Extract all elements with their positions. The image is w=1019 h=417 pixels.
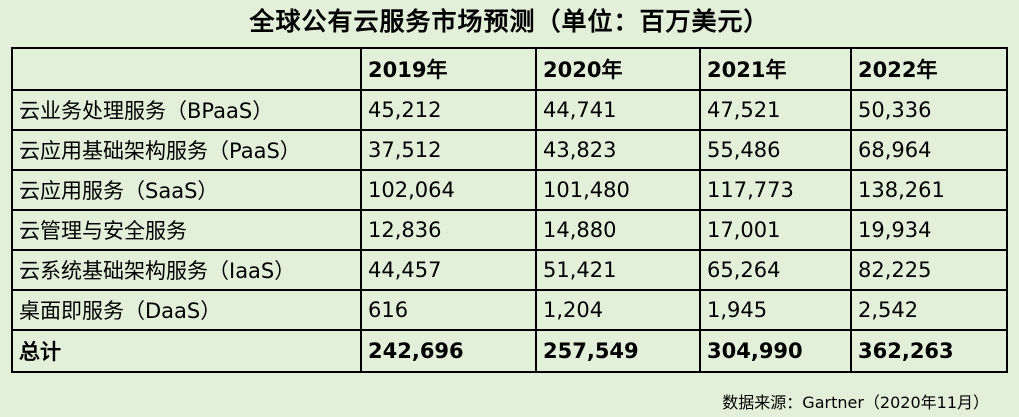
table-cell: 2,542 (850, 289, 1008, 331)
row-label: 桌面即服务（DaaS） (11, 289, 362, 331)
header-cell-2021: 2021年 (699, 47, 852, 91)
row-label: 云业务处理服务（BPaaS） (11, 89, 362, 131)
table-cell: 44,457 (360, 249, 537, 291)
forecast-table: 2019年 2020年 2021年 2022年 云业务处理服务（BPaaS） 4… (11, 47, 1008, 373)
total-label: 总计 (11, 329, 362, 373)
total-row: 总计 242,696 257,549 304,990 362,263 (11, 329, 1008, 373)
table-cell: 14,880 (535, 209, 701, 251)
table-cell: 616 (360, 289, 537, 331)
table-row: 云管理与安全服务 12,836 14,880 17,001 19,934 (11, 209, 1008, 251)
table-cell: 55,486 (699, 129, 852, 171)
total-cell: 257,549 (535, 329, 701, 373)
table-cell: 68,964 (850, 129, 1008, 171)
table-row: 云业务处理服务（BPaaS） 45,212 44,741 47,521 50,3… (11, 89, 1008, 131)
table-cell: 102,064 (360, 169, 537, 211)
header-cell-2020: 2020年 (535, 47, 701, 91)
table-cell: 19,934 (850, 209, 1008, 251)
table-cell: 101,480 (535, 169, 701, 211)
table-cell: 37,512 (360, 129, 537, 171)
row-label: 云系统基础架构服务（IaaS） (11, 249, 362, 291)
total-cell: 362,263 (850, 329, 1008, 373)
source-note: 数据来源：Gartner（2020年11月） (722, 393, 989, 412)
table-cell: 43,823 (535, 129, 701, 171)
row-label: 云管理与安全服务 (11, 209, 362, 251)
header-cell-2022: 2022年 (850, 47, 1008, 91)
table-cell: 50,336 (850, 89, 1008, 131)
page-title: 全球公有云服务市场预测（单位：百万美元） (249, 7, 770, 36)
table-cell: 138,261 (850, 169, 1008, 211)
total-cell: 304,990 (699, 329, 852, 373)
table-cell: 17,001 (699, 209, 852, 251)
header-row: 2019年 2020年 2021年 2022年 (11, 47, 1008, 91)
total-cell: 242,696 (360, 329, 537, 373)
header-cell-2019: 2019年 (360, 47, 537, 91)
table-cell: 1,945 (699, 289, 852, 331)
table-cell: 51,421 (535, 249, 701, 291)
row-label: 云应用基础架构服务（PaaS） (11, 129, 362, 171)
table-row: 云应用服务（SaaS） 102,064 101,480 117,773 138,… (11, 169, 1008, 211)
table-cell: 12,836 (360, 209, 537, 251)
header-cell-blank (11, 47, 362, 91)
table-cell: 44,741 (535, 89, 701, 131)
table-cell: 47,521 (699, 89, 852, 131)
table-cell: 1,204 (535, 289, 701, 331)
table-cell: 82,225 (850, 249, 1008, 291)
row-label: 云应用服务（SaaS） (11, 169, 362, 211)
table-cell: 45,212 (360, 89, 537, 131)
table-cell: 117,773 (699, 169, 852, 211)
table-row: 云系统基础架构服务（IaaS） 44,457 51,421 65,264 82,… (11, 249, 1008, 291)
table-row: 桌面即服务（DaaS） 616 1,204 1,945 2,542 (11, 289, 1008, 331)
table-row: 云应用基础架构服务（PaaS） 37,512 43,823 55,486 68,… (11, 129, 1008, 171)
table-cell: 65,264 (699, 249, 852, 291)
